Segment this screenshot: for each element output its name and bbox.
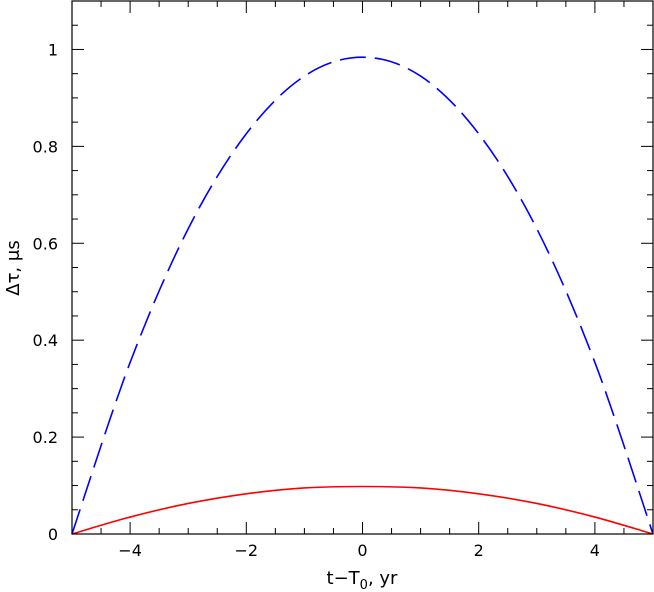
y-tick-label: 1 xyxy=(48,40,58,59)
x-tick-label: 4 xyxy=(590,541,600,560)
series-layer xyxy=(71,56,654,535)
x-tick-label: 0 xyxy=(357,541,367,560)
x-tick-label: 2 xyxy=(474,541,484,560)
x-tick-label: −2 xyxy=(235,541,259,560)
y-tick-label: 0.6 xyxy=(33,234,58,253)
label-layer: −4 −2 0 2 4 0 0.2 0.4 0.6 0.8 1 xyxy=(33,40,600,560)
y-tick-label: 0.2 xyxy=(33,428,58,447)
series-dashed-line xyxy=(71,56,654,535)
series-solid-line xyxy=(71,485,654,535)
y-tick-label: 0.8 xyxy=(33,137,58,156)
x-axis-label: t−T0, yr xyxy=(327,568,399,592)
tick-layer xyxy=(71,0,654,535)
y-tick-label: 0 xyxy=(48,525,58,544)
plot-frame xyxy=(71,0,654,535)
x-tick-label: −4 xyxy=(118,541,142,560)
y-axis-label: Δτ, μs xyxy=(3,240,24,295)
y-tick-label: 0.4 xyxy=(33,331,58,350)
